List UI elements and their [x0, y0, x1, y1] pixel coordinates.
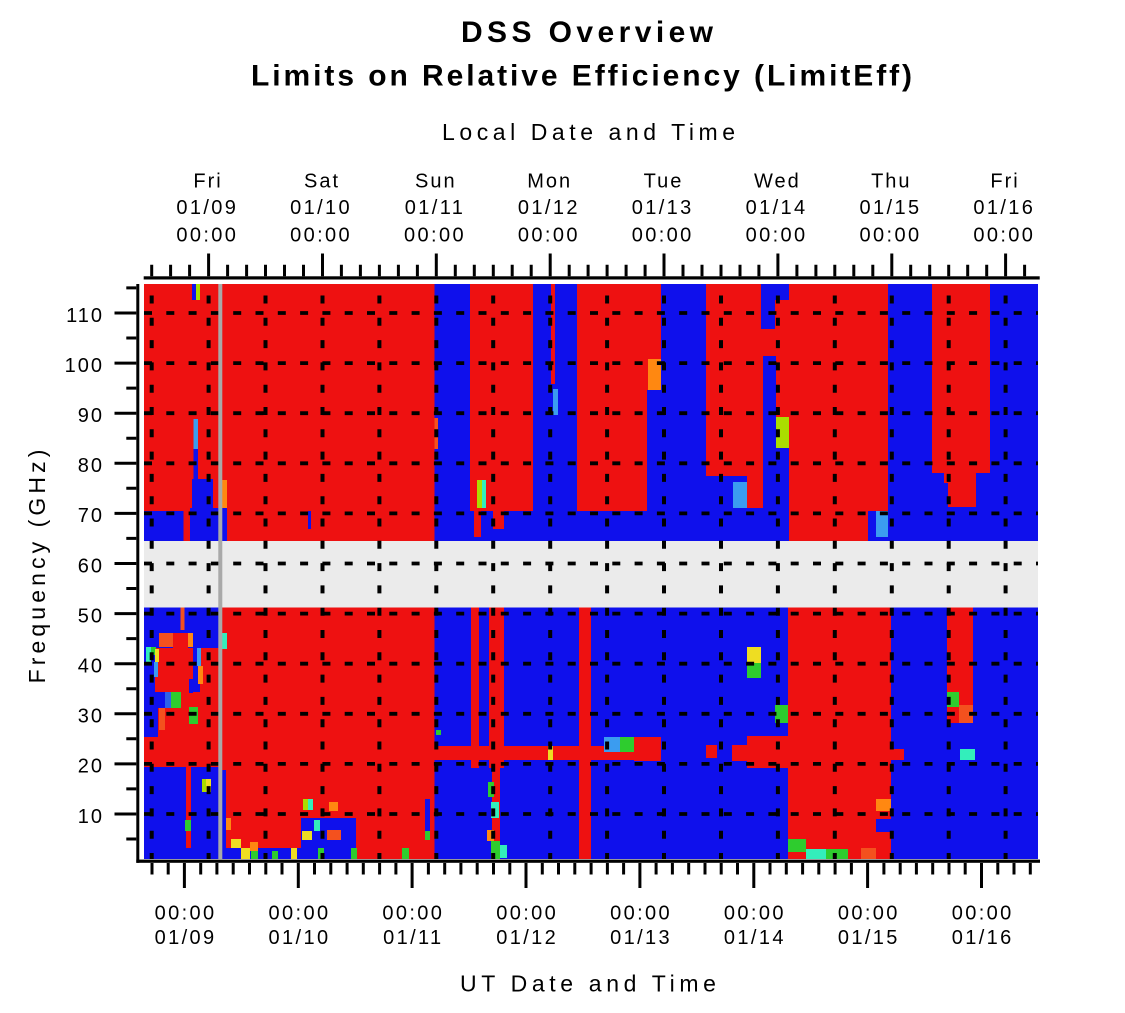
svg-text:01/13: 01/13: [632, 197, 694, 219]
svg-text:01/09: 01/09: [176, 197, 238, 219]
svg-text:Limits on Relative Efficiency: Limits on Relative Efficiency (LimitEff): [251, 60, 915, 93]
svg-text:01/13: 01/13: [610, 927, 672, 949]
svg-text:00:00: 00:00: [269, 903, 331, 925]
svg-text:UT Date and Time: UT Date and Time: [460, 971, 721, 997]
svg-text:90: 90: [78, 405, 104, 427]
svg-text:00:00: 00:00: [952, 903, 1014, 925]
svg-text:Frequency (GHz): Frequency (GHz): [24, 446, 50, 684]
svg-text:70: 70: [78, 505, 104, 527]
svg-text:01/16: 01/16: [973, 197, 1035, 219]
svg-text:00:00: 00:00: [518, 225, 580, 247]
svg-text:01/12: 01/12: [518, 197, 580, 219]
svg-text:00:00: 00:00: [382, 903, 444, 925]
svg-text:40: 40: [78, 656, 104, 678]
svg-text:80: 80: [78, 455, 104, 477]
svg-text:Thu: Thu: [871, 171, 911, 193]
svg-text:01/11: 01/11: [383, 927, 443, 949]
svg-text:Sat: Sat: [304, 171, 340, 193]
svg-text:Mon: Mon: [527, 171, 572, 193]
svg-text:Sun: Sun: [415, 171, 457, 193]
svg-text:00:00: 00:00: [176, 225, 238, 247]
svg-text:Fri: Fri: [990, 171, 1019, 193]
svg-text:00:00: 00:00: [973, 225, 1035, 247]
svg-text:01/15: 01/15: [838, 927, 900, 949]
svg-text:00:00: 00:00: [404, 225, 466, 247]
svg-text:01/11: 01/11: [405, 197, 465, 219]
svg-text:50: 50: [78, 605, 104, 627]
svg-text:00:00: 00:00: [496, 903, 558, 925]
svg-text:01/14: 01/14: [724, 927, 786, 949]
svg-text:Local Date and Time: Local Date and Time: [442, 119, 740, 145]
svg-text:DSS Overview: DSS Overview: [461, 16, 717, 49]
svg-text:20: 20: [78, 756, 104, 778]
svg-text:00:00: 00:00: [155, 903, 217, 925]
svg-text:60: 60: [78, 555, 104, 577]
svg-text:00:00: 00:00: [860, 225, 922, 247]
svg-text:30: 30: [78, 706, 104, 728]
svg-text:01/12: 01/12: [496, 927, 558, 949]
svg-text:00:00: 00:00: [746, 225, 808, 247]
svg-text:01/16: 01/16: [952, 927, 1014, 949]
svg-text:00:00: 00:00: [724, 903, 786, 925]
svg-text:Fri: Fri: [193, 171, 222, 193]
svg-text:Tue: Tue: [644, 171, 684, 193]
svg-text:Wed: Wed: [754, 171, 801, 193]
svg-text:00:00: 00:00: [632, 225, 694, 247]
svg-text:01/09: 01/09: [155, 927, 217, 949]
svg-text:01/15: 01/15: [860, 197, 922, 219]
svg-text:00:00: 00:00: [290, 225, 352, 247]
svg-text:01/10: 01/10: [269, 927, 331, 949]
svg-text:110: 110: [66, 305, 104, 327]
svg-text:10: 10: [78, 806, 104, 828]
svg-text:01/14: 01/14: [746, 197, 808, 219]
svg-text:00:00: 00:00: [610, 903, 672, 925]
svg-text:100: 100: [65, 355, 104, 377]
svg-text:01/10: 01/10: [290, 197, 352, 219]
svg-text:00:00: 00:00: [838, 903, 900, 925]
